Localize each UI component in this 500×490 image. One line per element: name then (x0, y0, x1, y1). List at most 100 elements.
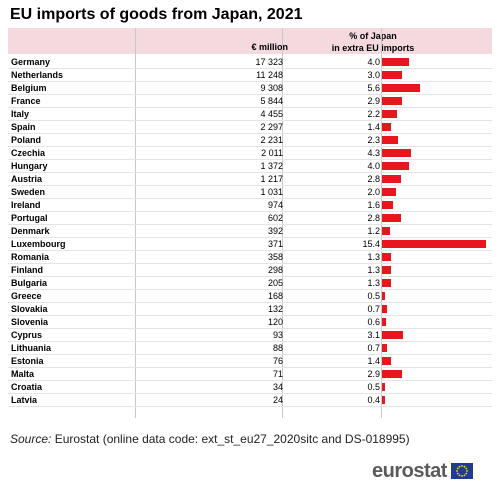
pct-value: 4.0 (367, 57, 380, 67)
pct-value: 4.3 (367, 148, 380, 158)
country-label: Slovakia (11, 304, 48, 314)
million-value: 358 (267, 252, 283, 262)
million-value: 1 372 (260, 161, 283, 171)
table-row: Germany 17 323 4.0 (8, 56, 492, 69)
pct-value: 3.1 (367, 330, 380, 340)
table-row: Belgium 9 308 5.6 (8, 82, 492, 95)
column-divider-3 (381, 28, 382, 418)
country-label: Poland (11, 135, 42, 145)
country-label: Belgium (11, 83, 47, 93)
eu-stars-icon (456, 465, 468, 477)
country-label: Slovenia (11, 317, 49, 327)
million-value: 9 308 (260, 83, 283, 93)
country-label: Austria (11, 174, 43, 184)
table-row: Spain 2 297 1.4 (8, 121, 492, 134)
table-row: Malta 71 2.9 (8, 368, 492, 381)
million-value: 120 (267, 317, 283, 327)
million-value: 371 (267, 239, 283, 249)
million-value: 974 (267, 200, 283, 210)
country-label: Italy (11, 109, 30, 119)
pct-bar (382, 71, 403, 79)
million-value: 24 (272, 395, 283, 405)
pct-bar (382, 123, 392, 131)
pct-bar (382, 214, 401, 222)
pct-value: 0.5 (367, 291, 380, 301)
pct-bar (382, 279, 391, 287)
pct-value: 1.3 (367, 278, 380, 288)
million-value: 2 231 (260, 135, 283, 145)
pct-bar (382, 370, 402, 378)
country-label: Portugal (11, 213, 48, 223)
pct-value: 0.6 (367, 317, 380, 327)
pct-value: 15.4 (362, 239, 380, 249)
table-row: Latvia 24 0.4 (8, 394, 492, 407)
source-label: Source: (10, 432, 52, 446)
country-label: Denmark (11, 226, 50, 236)
pct-bar (382, 357, 392, 365)
pct-value: 1.3 (367, 252, 380, 262)
pct-value: 2.2 (367, 109, 380, 119)
pct-bar (382, 175, 401, 183)
pct-header-line2: in extra EU imports (331, 43, 415, 53)
million-value: 93 (272, 330, 283, 340)
pct-value: 0.7 (367, 343, 380, 353)
logo-wordmark: eurostat (372, 459, 447, 482)
million-value: 1 031 (260, 187, 283, 197)
table-row: Poland 2 231 2.3 (8, 134, 492, 147)
eu-flag-icon (450, 463, 473, 479)
million-value: 132 (267, 304, 283, 314)
chart-title: EU imports of goods from Japan, 2021 (10, 6, 303, 23)
million-value: 71 (272, 369, 283, 379)
pct-value: 0.7 (367, 304, 380, 314)
pct-header-line1: % of Japan (349, 31, 397, 41)
pct-bar (382, 331, 403, 339)
source-note: Source: Eurostat (online data code: ext_… (10, 432, 410, 446)
million-value: 168 (267, 291, 283, 301)
pct-bar (382, 396, 385, 404)
pct-value: 2.8 (367, 174, 380, 184)
pct-bar (382, 162, 409, 170)
table-row: Luxembourg 371 15.4 (8, 238, 492, 251)
pct-column-header: % of Japan in extra EU imports (298, 30, 448, 54)
column-divider-2 (282, 28, 283, 418)
table-row: Ireland 974 1.6 (8, 199, 492, 212)
table-row: Slovakia 132 0.7 (8, 303, 492, 316)
country-label: Bulgaria (11, 278, 48, 288)
pct-bar (382, 305, 387, 313)
country-label: Netherlands (11, 70, 64, 80)
table-row: Croatia 34 0.5 (8, 381, 492, 394)
table-row: Finland 298 1.3 (8, 264, 492, 277)
pct-bar (382, 201, 393, 209)
pct-value: 4.0 (367, 161, 380, 171)
million-value: 205 (267, 278, 283, 288)
pct-value: 2.0 (367, 187, 380, 197)
country-label: Estonia (11, 356, 44, 366)
pct-bar (382, 188, 396, 196)
table-row: Estonia 76 1.4 (8, 355, 492, 368)
table-row: Netherlands 11 248 3.0 (8, 69, 492, 82)
table-row: Austria 1 217 2.8 (8, 173, 492, 186)
pct-bar (382, 227, 391, 235)
country-label: Finland (11, 265, 43, 275)
table-row: Slovenia 120 0.6 (8, 316, 492, 329)
country-label: Czechia (11, 148, 46, 158)
million-value: 392 (267, 226, 283, 236)
country-label: Spain (11, 122, 36, 132)
pct-bar (382, 240, 486, 248)
pct-bar (382, 149, 412, 157)
million-value: 2 297 (260, 122, 283, 132)
million-value: 17 323 (255, 57, 283, 67)
pct-value: 5.6 (367, 83, 380, 93)
pct-value: 3.0 (367, 70, 380, 80)
source-text: Eurostat (online data code: ext_st_eu27_… (51, 432, 410, 446)
country-label: Romania (11, 252, 50, 262)
pct-value: 0.5 (367, 382, 380, 392)
pct-bar (382, 344, 387, 352)
table-row: Portugal 602 2.8 (8, 212, 492, 225)
column-divider-1 (135, 28, 136, 418)
country-label: Cyprus (11, 330, 43, 340)
million-value: 4 455 (260, 109, 283, 119)
pct-value: 1.6 (367, 200, 380, 210)
pct-value: 1.4 (367, 356, 380, 366)
country-label: Ireland (11, 200, 41, 210)
